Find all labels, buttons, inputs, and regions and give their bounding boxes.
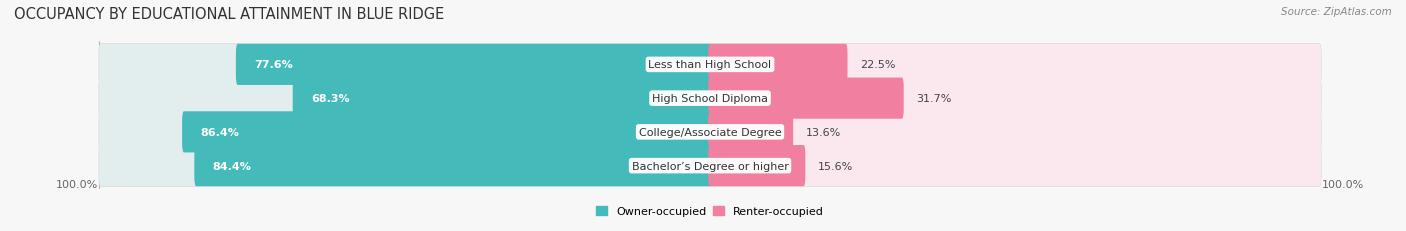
FancyBboxPatch shape [709, 45, 1322, 86]
FancyBboxPatch shape [292, 78, 711, 119]
Text: 22.5%: 22.5% [859, 60, 896, 70]
Text: 31.7%: 31.7% [915, 94, 952, 104]
FancyBboxPatch shape [183, 112, 711, 153]
FancyBboxPatch shape [709, 45, 848, 86]
FancyBboxPatch shape [709, 78, 1322, 119]
Text: OCCUPANCY BY EDUCATIONAL ATTAINMENT IN BLUE RIDGE: OCCUPANCY BY EDUCATIONAL ATTAINMENT IN B… [14, 7, 444, 22]
Text: Source: ZipAtlas.com: Source: ZipAtlas.com [1281, 7, 1392, 17]
FancyBboxPatch shape [709, 145, 806, 186]
FancyBboxPatch shape [98, 112, 1322, 153]
FancyBboxPatch shape [709, 145, 1322, 186]
Text: 77.6%: 77.6% [254, 60, 292, 70]
Text: Bachelor’s Degree or higher: Bachelor’s Degree or higher [631, 161, 789, 171]
FancyBboxPatch shape [709, 78, 904, 119]
FancyBboxPatch shape [236, 45, 711, 86]
FancyBboxPatch shape [98, 145, 711, 186]
Text: 86.4%: 86.4% [201, 127, 239, 137]
FancyBboxPatch shape [98, 78, 1322, 119]
FancyBboxPatch shape [709, 112, 793, 153]
FancyBboxPatch shape [98, 45, 1322, 86]
FancyBboxPatch shape [98, 45, 711, 86]
Text: 13.6%: 13.6% [806, 127, 841, 137]
FancyBboxPatch shape [98, 145, 1322, 186]
FancyBboxPatch shape [709, 112, 1322, 153]
Text: 84.4%: 84.4% [212, 161, 252, 171]
Text: High School Diploma: High School Diploma [652, 94, 768, 104]
Text: Less than High School: Less than High School [648, 60, 772, 70]
Text: 100.0%: 100.0% [1322, 179, 1364, 189]
Text: 100.0%: 100.0% [56, 179, 98, 189]
Legend: Owner-occupied, Renter-occupied: Owner-occupied, Renter-occupied [596, 206, 824, 216]
FancyBboxPatch shape [98, 78, 711, 119]
FancyBboxPatch shape [98, 112, 711, 153]
FancyBboxPatch shape [194, 145, 711, 186]
Text: 68.3%: 68.3% [311, 94, 350, 104]
Text: 15.6%: 15.6% [817, 161, 853, 171]
Text: College/Associate Degree: College/Associate Degree [638, 127, 782, 137]
